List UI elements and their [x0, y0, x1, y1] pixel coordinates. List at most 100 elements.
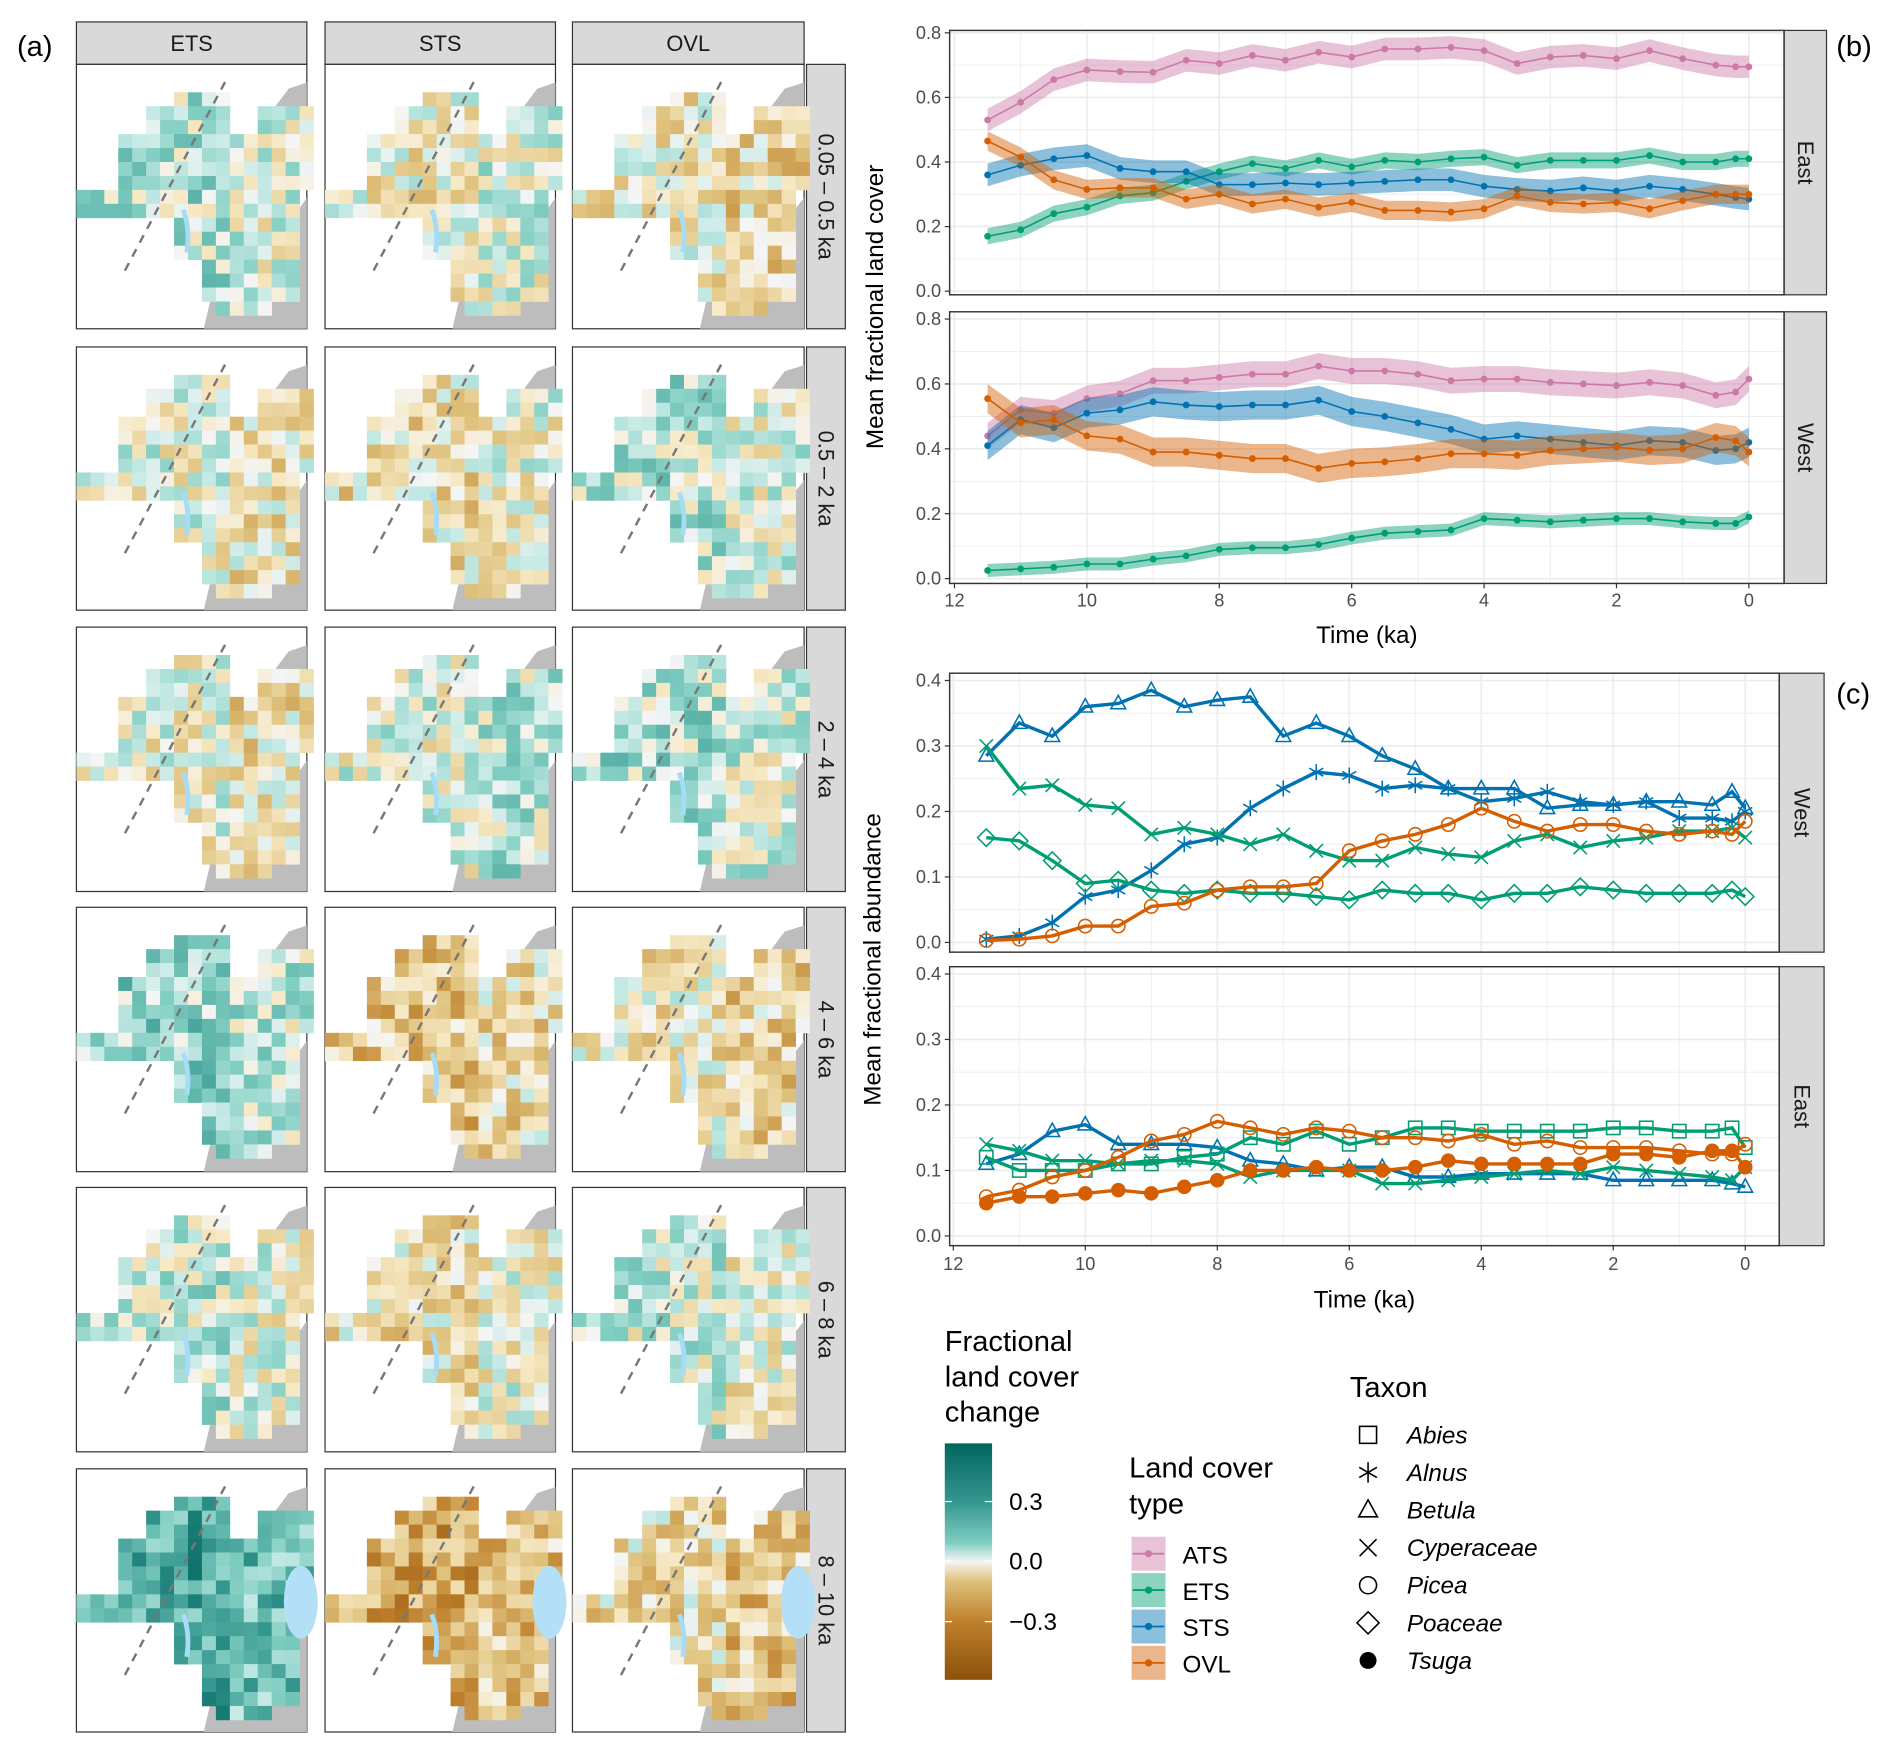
map-cell: [656, 977, 671, 992]
map-cell: [506, 696, 521, 712]
map-cell: [422, 949, 437, 964]
map-cell: [450, 1257, 465, 1272]
map-cell: [271, 458, 286, 473]
legend-item-ovl: OVL: [1131, 1645, 1231, 1680]
map-cell: [684, 1257, 699, 1272]
map-cell: [160, 1285, 175, 1300]
map-cell: [229, 1382, 245, 1398]
map-cell: [285, 1116, 300, 1131]
plot-border: [948, 311, 1785, 585]
map-cell: [201, 1285, 217, 1300]
map-cell: [739, 231, 755, 247]
map-cell: [201, 374, 217, 390]
map-cell: [187, 1018, 203, 1034]
map-cell: [257, 1312, 273, 1328]
map-cell: [285, 120, 300, 135]
map-cell: [215, 1396, 231, 1411]
data-point: [1083, 395, 1091, 402]
map-cell: [711, 1636, 727, 1651]
data-point: [1613, 515, 1620, 522]
map-cell: [506, 106, 521, 121]
y-axis-title: Mean fractional abundance: [860, 813, 887, 1106]
map-cell: [271, 1524, 286, 1539]
map-cell: [243, 1636, 259, 1651]
map-cell: [257, 203, 273, 219]
map-cell: [492, 486, 507, 501]
map-cell: [257, 780, 273, 795]
map-cell: [187, 724, 203, 740]
map-cell: [243, 990, 259, 1006]
data-point: [1646, 47, 1653, 54]
map-cell: [534, 780, 549, 795]
map-cell: [753, 1074, 769, 1089]
map-cell: [781, 752, 796, 767]
map-cell: [739, 1636, 755, 1651]
map-cell: [642, 1271, 657, 1286]
circle-marker: [1275, 879, 1291, 895]
map-cell: [753, 1088, 769, 1103]
map-cell: [795, 134, 810, 149]
x-marker: [1375, 853, 1390, 868]
map-cell: [506, 850, 521, 865]
map-cell: [394, 724, 410, 740]
data-point: [1381, 207, 1389, 214]
map-ETS-3: [75, 906, 314, 1173]
map-cell: [642, 175, 657, 191]
map-cell: [229, 259, 245, 274]
map-cell: [767, 1257, 783, 1272]
map-cell: [118, 990, 133, 1006]
map-cell: [215, 1622, 231, 1637]
map-cell: [285, 850, 300, 865]
map-cell: [187, 162, 203, 177]
map-cell: [711, 1538, 727, 1553]
map-cell: [174, 1524, 189, 1539]
map-cell: [243, 1678, 259, 1693]
map-cell: [160, 990, 175, 1006]
map-cell: [478, 1552, 493, 1567]
data-point: [1579, 380, 1587, 388]
map-cell: [697, 655, 713, 670]
data-point: [1712, 447, 1720, 454]
map-cell: [781, 1664, 796, 1679]
map-cell: [201, 1538, 217, 1553]
asterisk-marker: [1407, 777, 1423, 794]
map-cell: [174, 977, 189, 992]
map-cell: [271, 710, 286, 726]
map-cell: [534, 1691, 549, 1707]
map-cell: [243, 162, 259, 177]
map-cell: [711, 752, 727, 767]
map-cell: [394, 963, 410, 978]
map-cell: [187, 780, 203, 795]
map-cell: [697, 1018, 713, 1034]
map-cell: [739, 1060, 755, 1076]
map-cell: [548, 1229, 563, 1244]
map-cell: [285, 1650, 300, 1665]
data-point: [1050, 563, 1058, 571]
map-cell: [271, 1510, 286, 1525]
map-cell: [506, 836, 521, 851]
map-cell: [534, 682, 549, 698]
map-cell: [534, 1396, 549, 1411]
map-cell: [215, 1340, 231, 1356]
map-cell: [450, 1046, 465, 1062]
map-cell: [642, 752, 657, 767]
map-cell: [697, 1299, 713, 1314]
map-cell: [325, 486, 340, 501]
map-cell: [215, 1326, 231, 1342]
map-cell: [642, 444, 657, 459]
strip-background: [805, 63, 846, 330]
map-cell: [160, 134, 175, 149]
map-cell: [492, 794, 507, 809]
map-cell: [257, 1354, 273, 1370]
map-cell: [229, 1368, 245, 1384]
map-cell: [285, 1552, 300, 1567]
map-cell: [697, 1102, 713, 1117]
map-cell: [271, 1594, 286, 1609]
map-cell: [670, 1018, 685, 1034]
map-cell: [464, 388, 479, 404]
data-point: [1646, 515, 1653, 522]
circle-marker: [1724, 826, 1740, 842]
map-cell: [725, 1396, 741, 1411]
map-cell: [614, 1580, 629, 1595]
map-cell: [670, 668, 685, 684]
